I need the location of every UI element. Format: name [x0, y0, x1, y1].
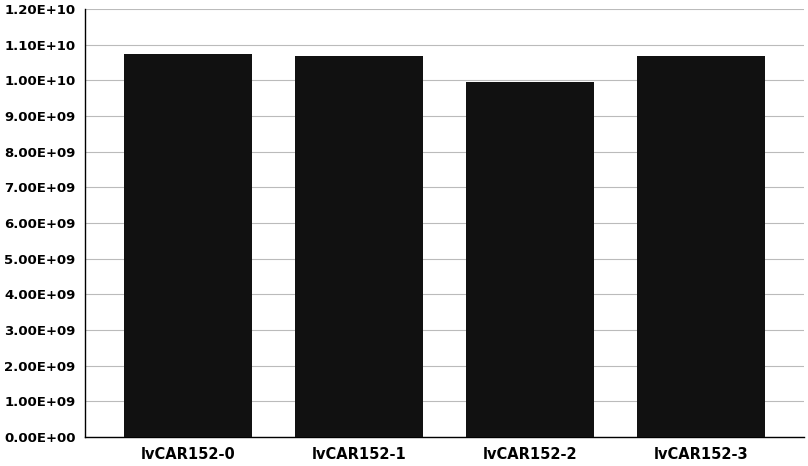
Bar: [295, 56, 423, 437]
Bar: [124, 54, 252, 437]
Bar: [637, 56, 765, 437]
Bar: [466, 82, 595, 437]
